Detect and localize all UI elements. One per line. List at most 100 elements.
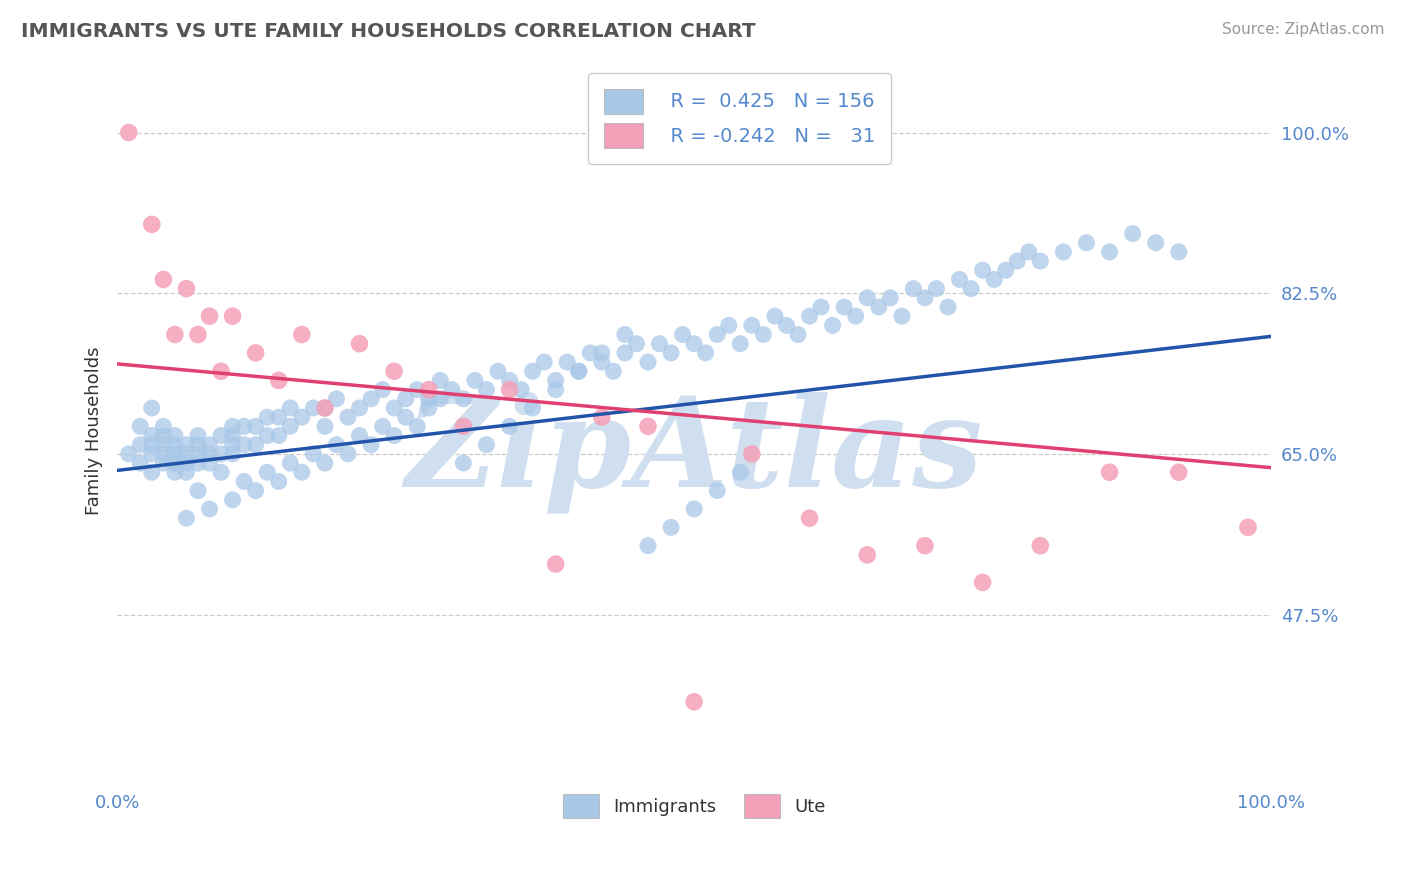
Point <box>245 483 267 498</box>
Point <box>544 557 567 571</box>
Point <box>349 428 371 442</box>
Point <box>245 438 267 452</box>
Point <box>533 355 555 369</box>
Point <box>118 447 141 461</box>
Point <box>890 309 912 323</box>
Point <box>453 392 475 406</box>
Point <box>579 346 602 360</box>
Point <box>418 383 440 397</box>
Point <box>683 502 706 516</box>
Point <box>221 419 243 434</box>
Point <box>591 410 613 425</box>
Point <box>336 410 359 425</box>
Point <box>314 419 336 434</box>
Point <box>626 336 648 351</box>
Text: Source: ZipAtlas.com: Source: ZipAtlas.com <box>1222 22 1385 37</box>
Point <box>325 392 347 406</box>
Text: IMMIGRANTS VS UTE FAMILY HOUSEHOLDS CORRELATION CHART: IMMIGRANTS VS UTE FAMILY HOUSEHOLDS CORR… <box>21 22 755 41</box>
Point <box>349 336 371 351</box>
Point <box>163 456 186 470</box>
Point <box>498 373 520 387</box>
Point <box>544 383 567 397</box>
Point <box>382 401 405 415</box>
Point <box>209 465 232 479</box>
Point <box>163 447 186 461</box>
Point <box>1144 235 1167 250</box>
Point <box>395 392 418 406</box>
Point <box>602 364 624 378</box>
Point <box>856 291 879 305</box>
Point <box>256 410 278 425</box>
Point <box>613 327 636 342</box>
Point <box>267 428 290 442</box>
Point <box>360 392 382 406</box>
Point <box>278 401 301 415</box>
Point <box>233 475 256 489</box>
Point <box>498 383 520 397</box>
Point <box>141 438 163 452</box>
Point <box>371 383 394 397</box>
Point <box>498 419 520 434</box>
Point <box>475 383 498 397</box>
Point <box>741 447 763 461</box>
Point <box>568 364 591 378</box>
Text: ZipAtlas: ZipAtlas <box>405 392 983 513</box>
Point <box>637 539 659 553</box>
Point <box>176 511 198 525</box>
Point <box>129 456 152 470</box>
Point <box>683 695 706 709</box>
Point <box>464 373 486 387</box>
Point <box>198 309 221 323</box>
Point <box>221 309 243 323</box>
Point <box>440 383 463 397</box>
Point <box>1122 227 1144 241</box>
Point <box>418 392 440 406</box>
Point <box>198 438 221 452</box>
Point <box>659 520 682 534</box>
Point <box>948 272 970 286</box>
Point <box>555 355 578 369</box>
Point <box>278 419 301 434</box>
Point <box>198 447 221 461</box>
Point <box>141 447 163 461</box>
Point <box>245 419 267 434</box>
Point <box>209 364 232 378</box>
Point <box>936 300 959 314</box>
Point <box>245 346 267 360</box>
Point <box>302 447 325 461</box>
Point <box>972 263 994 277</box>
Point <box>730 465 752 479</box>
Point <box>163 447 186 461</box>
Point <box>787 327 810 342</box>
Point <box>429 373 451 387</box>
Point <box>671 327 693 342</box>
Point <box>1098 465 1121 479</box>
Point <box>706 327 728 342</box>
Point <box>637 419 659 434</box>
Point <box>983 272 1005 286</box>
Point <box>1237 520 1260 534</box>
Point <box>152 438 174 452</box>
Point <box>453 456 475 470</box>
Point <box>129 438 152 452</box>
Point <box>221 492 243 507</box>
Point <box>176 465 198 479</box>
Point <box>1167 465 1189 479</box>
Point <box>1098 244 1121 259</box>
Y-axis label: Family Households: Family Households <box>86 347 103 516</box>
Point <box>187 447 209 461</box>
Point <box>522 364 544 378</box>
Point <box>152 272 174 286</box>
Point <box>475 438 498 452</box>
Point <box>752 327 775 342</box>
Point <box>741 318 763 333</box>
Point <box>233 438 256 452</box>
Point <box>163 438 186 452</box>
Point <box>267 410 290 425</box>
Point <box>903 282 925 296</box>
Point <box>395 410 418 425</box>
Point <box>879 291 901 305</box>
Point <box>141 428 163 442</box>
Point <box>176 282 198 296</box>
Point <box>314 401 336 415</box>
